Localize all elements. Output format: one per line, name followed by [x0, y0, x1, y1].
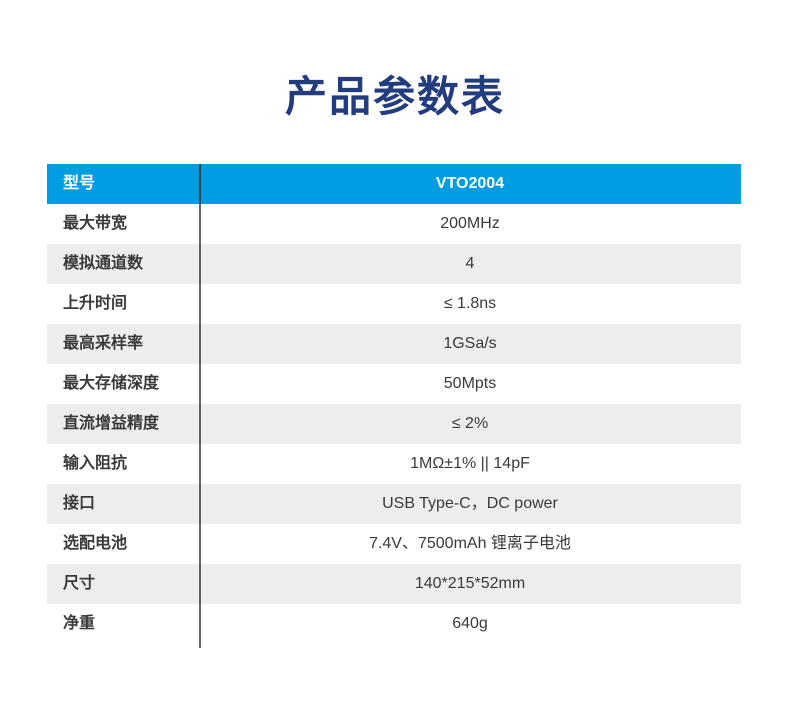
table-row-net-weight: 净重 640g — [47, 604, 741, 644]
row-label: 直流增益精度 — [63, 415, 160, 432]
table-row-dimensions: 尺寸 140*215*52mm — [47, 564, 741, 604]
header-value-model: VTO2004 — [435, 175, 505, 192]
table-row-dc-gain-accuracy: 直流增益精度 ≤ 2% — [47, 404, 741, 444]
row-value: 7.4V、7500mAh 锂离子电池 — [369, 535, 571, 552]
page-title: 产品参数表 — [284, 73, 505, 120]
row-value: 1MΩ±1% || 14pF — [410, 455, 530, 472]
row-value: ≤ 2% — [451, 415, 489, 432]
table-row-input-impedance: 输入阻抗 1MΩ±1% || 14pF — [47, 444, 741, 484]
row-value: 4 — [465, 255, 475, 272]
row-label: 最高采样率 — [63, 335, 144, 352]
row-label: 接口 — [63, 495, 96, 512]
column-divider — [199, 164, 201, 648]
row-label: 上升时间 — [63, 295, 128, 312]
row-label: 输入阻抗 — [63, 455, 128, 472]
row-value: 50Mpts — [443, 375, 497, 392]
table-row-optional-battery: 选配电池 7.4V、7500mAh 锂离子电池 — [47, 524, 741, 564]
table-row-analog-channels: 模拟通道数 4 — [47, 244, 741, 284]
table-header-row: 型号 VTO2004 — [47, 164, 741, 204]
row-value: ≤ 1.8ns — [443, 295, 497, 312]
table-row-sample-rate: 最高采样率 1GSa/s — [47, 324, 741, 364]
row-label: 净重 — [63, 615, 96, 632]
table-row-bandwidth: 最大带宽 200MHz — [47, 204, 741, 244]
table-row-rise-time: 上升时间 ≤ 1.8ns — [47, 284, 741, 324]
spec-table: 型号 VTO2004 最大带宽 200MHz 模拟通道数 4 上升时间 ≤ 1.… — [47, 164, 741, 648]
row-value: 640g — [452, 615, 488, 632]
row-label: 选配电池 — [63, 535, 128, 552]
header-label-model: 型号 — [63, 175, 96, 192]
table-row-memory-depth: 最大存储深度 50Mpts — [47, 364, 741, 404]
row-label: 最大存储深度 — [63, 375, 160, 392]
row-label: 尺寸 — [63, 575, 96, 592]
row-label: 最大带宽 — [63, 215, 128, 232]
row-value: USB Type-C，DC power — [382, 495, 558, 512]
row-value: 1GSa/s — [443, 335, 497, 352]
row-value: 140*215*52mm — [414, 575, 526, 592]
row-label: 模拟通道数 — [63, 255, 144, 272]
table-row-interface: 接口 USB Type-C，DC power — [47, 484, 741, 524]
row-value: 200MHz — [440, 215, 500, 232]
